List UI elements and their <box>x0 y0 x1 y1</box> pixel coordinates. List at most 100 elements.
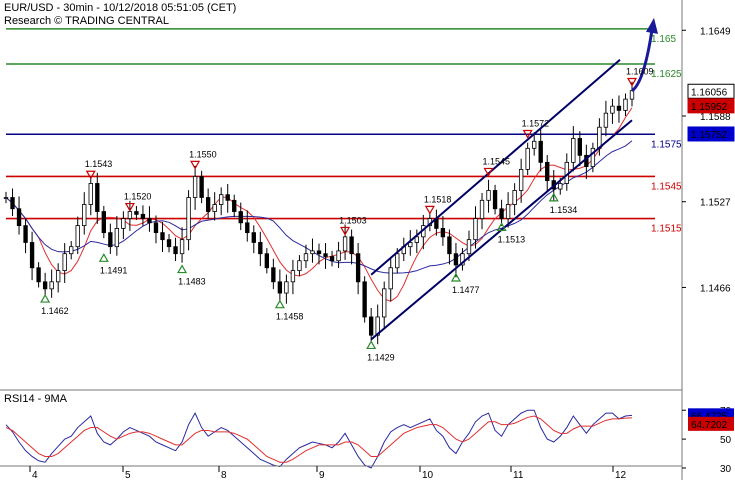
candle-body <box>121 218 126 229</box>
swing-low-label: 1.1477 <box>452 285 480 295</box>
swing-high-label: 1.1545 <box>483 156 511 166</box>
candle-body <box>388 267 393 290</box>
swing-high-label: 1.1550 <box>189 149 217 159</box>
candle-body <box>577 138 583 156</box>
chart-header-line1: EUR/USD - 30min - 10/12/2018 05:51:05 (C… <box>4 2 236 14</box>
price-tick-label: 1.1588 <box>700 112 731 123</box>
candle-body <box>134 211 139 215</box>
candle-body <box>623 98 628 111</box>
candle-body <box>166 239 172 248</box>
rsi-box-label: 64.7202 <box>691 420 728 431</box>
rsi-panel <box>0 389 682 469</box>
candle-body <box>571 138 576 163</box>
candle-body <box>186 197 191 241</box>
candle-body <box>505 204 511 219</box>
swing-low-triangle <box>274 299 285 309</box>
candle-body <box>473 218 478 241</box>
swing-low-triangle <box>450 272 461 282</box>
swing-high-triangle <box>522 129 533 139</box>
candle-body <box>590 147 596 167</box>
swing-low-triangle <box>366 340 377 350</box>
swing-high-label: 1.1503 <box>339 215 367 225</box>
candle-body <box>486 190 491 201</box>
candle-body <box>114 228 120 248</box>
swing-high-label: 1.1609 <box>626 66 654 76</box>
price-tick-label: 1.1466 <box>700 283 731 294</box>
candle-body <box>525 147 530 170</box>
swing-low-label: 1.1462 <box>41 306 69 316</box>
candle-body <box>36 267 41 283</box>
swing-high-triangle <box>190 160 201 170</box>
candle-body <box>414 236 419 243</box>
time-tick-label: 8 <box>221 470 227 480</box>
chart-header-line2: Research © TRADING CENTRAL <box>4 15 169 27</box>
level-label: 1.1625 <box>651 69 682 80</box>
candle-body <box>245 222 250 234</box>
candle-body <box>251 232 256 243</box>
candle-body <box>616 105 622 111</box>
rsi-box <box>688 416 734 431</box>
candle-body <box>518 168 524 191</box>
candle-body <box>199 176 204 198</box>
candle-body <box>271 267 276 283</box>
candle-body <box>316 250 322 255</box>
swing-high-triangle <box>483 167 494 177</box>
candle-body <box>466 239 472 255</box>
candle-body <box>238 211 243 224</box>
level-label: 1.1575 <box>651 139 682 150</box>
swing-high-triangle <box>124 202 135 212</box>
candle-body <box>82 204 87 227</box>
price-box-label: 1.15952 <box>691 102 728 113</box>
price-box-label: 1.16056 <box>691 87 728 98</box>
price-box <box>687 83 735 99</box>
candle-body <box>447 236 452 255</box>
candle-body <box>160 232 165 241</box>
candle-body <box>538 140 543 163</box>
candle-body <box>219 194 224 205</box>
level-label: 1.1515 <box>651 224 682 235</box>
swing-low-triangle <box>496 222 507 231</box>
price-tick-label: 1.1649 <box>700 26 731 37</box>
swing-high-triangle <box>85 170 96 180</box>
rsi-title: RSI14 - 9MA <box>4 393 68 405</box>
swing-high-triangle <box>626 77 638 87</box>
candle-body <box>362 281 367 318</box>
price-candles <box>3 81 635 345</box>
candle-body <box>212 204 217 212</box>
candle-body <box>225 194 230 201</box>
candle-body <box>153 222 159 234</box>
rsi-box-label: 66.4725 <box>691 411 728 422</box>
candle-body <box>147 218 152 224</box>
candle-body <box>29 242 35 269</box>
rsi-tick-label: 30 <box>720 464 732 475</box>
candle-body <box>16 208 22 227</box>
swing-low-label: 1.1513 <box>498 234 526 244</box>
candle-body <box>368 316 374 336</box>
forecast-arrow-head <box>646 17 658 34</box>
candle-body <box>297 260 302 271</box>
candle-body <box>205 197 211 212</box>
time-tick-label: 4 <box>32 470 38 480</box>
candle-body <box>10 197 15 210</box>
price-tick-label: 1.1527 <box>700 198 731 209</box>
candle-body <box>179 239 185 255</box>
rsi-ma-line <box>5 415 633 463</box>
level-lines: 1.165 1.1625 1.1575 1.1545 1.1515 <box>6 28 682 235</box>
candle-body <box>610 105 615 114</box>
swing-low-label: 1.1458 <box>276 312 304 322</box>
candle-body <box>192 176 198 198</box>
candle-body <box>173 246 178 255</box>
swing-low-label: 1.1491 <box>100 265 128 275</box>
candle-body <box>532 140 537 149</box>
candle-body <box>499 208 504 219</box>
candle-body <box>3 197 9 199</box>
swing-high-label: 1.1572 <box>522 118 550 128</box>
candle-body <box>75 225 80 248</box>
candle-body <box>55 270 61 283</box>
level-label: 1.1545 <box>651 181 682 192</box>
candle-body <box>290 270 296 283</box>
price-box <box>687 126 735 142</box>
candle-body <box>395 253 400 269</box>
swing-high-triangle <box>340 226 351 236</box>
candle-body <box>264 253 270 269</box>
